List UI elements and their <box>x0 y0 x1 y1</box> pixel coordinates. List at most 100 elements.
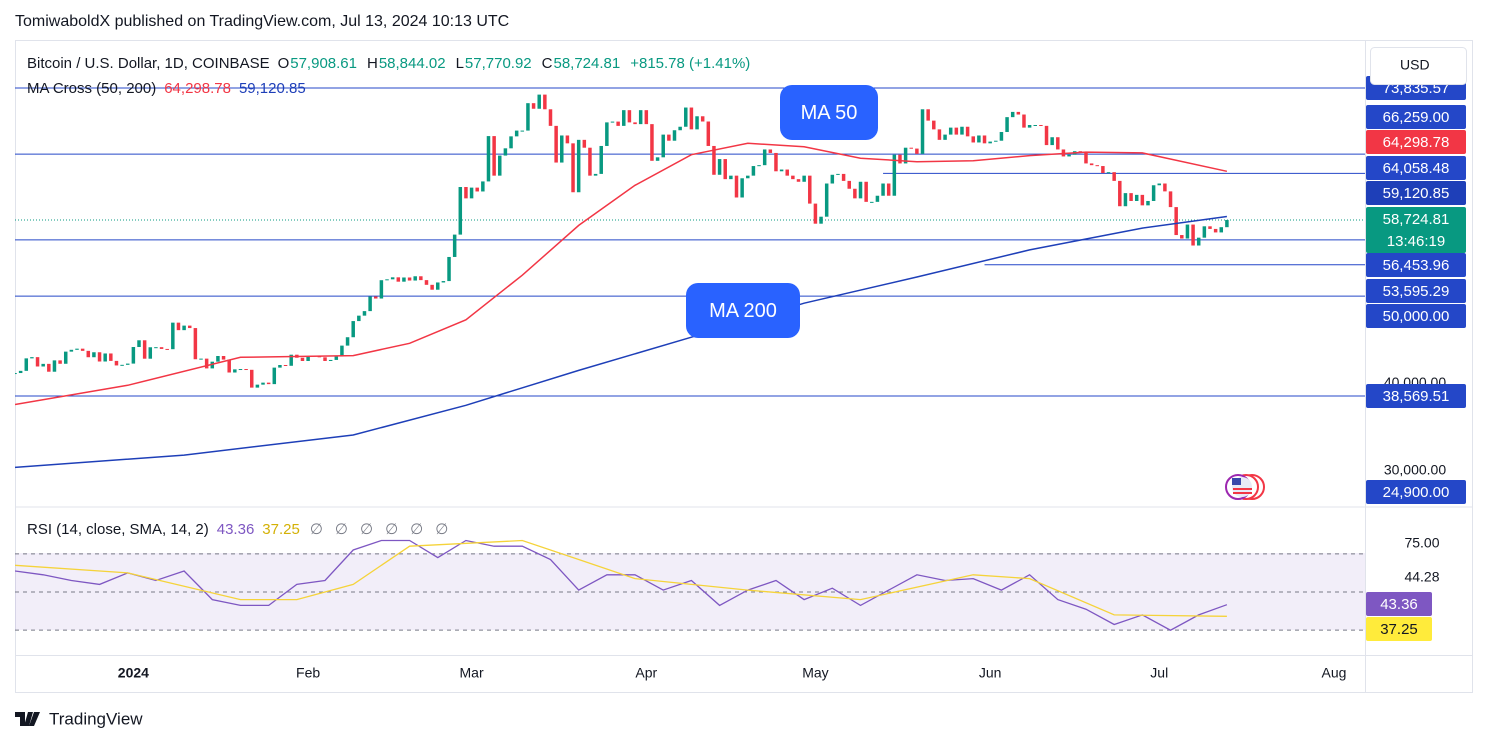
candle <box>994 140 998 142</box>
price-label-box <box>1366 304 1466 328</box>
candle <box>689 107 694 130</box>
annotation-label: MA 200 <box>709 300 777 322</box>
price-label-box <box>1366 279 1466 303</box>
rsi-legend-value: 37.25 <box>262 521 300 538</box>
price-label: 66,259.00 <box>1383 109 1450 126</box>
price-label: 58,724.81 <box>1383 211 1450 228</box>
candle <box>1157 183 1162 186</box>
candle <box>999 131 1004 141</box>
candle <box>75 348 79 350</box>
ohlc-key: H <box>367 55 378 72</box>
price-label: 24,900.00 <box>1383 484 1450 501</box>
rsi-marker: ∅ <box>360 521 373 538</box>
candle <box>746 175 750 179</box>
candle <box>187 325 192 329</box>
candle <box>86 350 91 358</box>
candle <box>249 369 254 388</box>
candle <box>362 311 367 316</box>
price-label-box <box>1366 253 1466 277</box>
candle <box>1134 194 1139 201</box>
candle <box>1033 125 1037 126</box>
y-tick-label: 30,000.00 <box>1384 462 1446 478</box>
candle <box>481 181 485 192</box>
candle <box>971 136 975 143</box>
candle <box>103 353 107 362</box>
candle <box>244 369 248 371</box>
x-tick-label: Apr <box>635 665 657 681</box>
candle <box>932 120 936 130</box>
price-label-box <box>1366 480 1466 504</box>
candle <box>605 122 609 146</box>
candle <box>63 351 68 364</box>
candle <box>1027 125 1032 128</box>
candle <box>554 125 558 163</box>
candle <box>537 94 541 109</box>
candle <box>655 157 660 161</box>
candle <box>35 357 40 367</box>
candle <box>159 347 164 349</box>
candle <box>171 322 175 350</box>
rsi-marker: ∅ <box>310 521 323 538</box>
candle <box>227 359 231 373</box>
candle <box>69 349 74 352</box>
candle <box>131 347 136 364</box>
rsi-scale-label: 44.28 <box>1404 569 1439 585</box>
candle <box>808 175 812 204</box>
x-tick-label: May <box>802 665 828 681</box>
candle <box>593 173 598 176</box>
candle <box>1180 235 1184 239</box>
candle <box>909 147 913 149</box>
candle <box>672 130 677 141</box>
ma-legend-title: MA Cross (50, 200) <box>27 80 156 97</box>
candle <box>199 358 203 360</box>
price-label: 64,058.48 <box>1383 160 1450 177</box>
candle <box>165 348 169 350</box>
candle <box>1129 193 1133 201</box>
candle <box>1050 137 1054 146</box>
candle <box>870 201 874 203</box>
candle <box>616 121 620 126</box>
price-label: 56,453.96 <box>1383 257 1450 274</box>
candle <box>154 347 158 349</box>
candle <box>762 149 767 166</box>
candle <box>1118 180 1122 207</box>
candle <box>791 175 795 180</box>
candle <box>441 281 446 283</box>
candle <box>1202 226 1207 238</box>
candle <box>407 277 412 281</box>
candle <box>819 216 823 224</box>
candle <box>24 358 29 371</box>
candle <box>667 134 671 141</box>
candle <box>238 369 243 371</box>
currency-label: USD <box>1400 57 1430 73</box>
candle <box>328 359 333 361</box>
candle <box>723 159 727 180</box>
candle <box>80 348 85 351</box>
price-label: 53,595.29 <box>1383 283 1450 300</box>
candle <box>712 145 716 175</box>
candle <box>492 136 496 176</box>
brand-logo <box>15 712 40 726</box>
candle <box>599 145 603 174</box>
candle <box>142 340 147 359</box>
candle <box>193 328 198 360</box>
candle <box>864 181 868 202</box>
x-tick-label: 2024 <box>118 665 149 681</box>
candle <box>125 363 130 365</box>
candle <box>1185 224 1190 239</box>
candle <box>447 256 451 282</box>
candle <box>289 354 293 366</box>
candle <box>233 369 237 373</box>
publisher-line: TomiwaboldX published on TradingView.com… <box>15 13 509 30</box>
rsi-value-label: 43.36 <box>1380 596 1418 613</box>
candle <box>836 173 840 175</box>
candle <box>30 357 34 359</box>
candle <box>627 110 632 123</box>
candle <box>255 384 260 388</box>
candle <box>458 187 463 235</box>
currency-button[interactable] <box>1370 47 1467 85</box>
candle <box>176 322 181 331</box>
candle <box>796 179 801 182</box>
rsi-marker: ∅ <box>335 521 348 538</box>
rsi-scale-label: 75.00 <box>1404 535 1439 551</box>
